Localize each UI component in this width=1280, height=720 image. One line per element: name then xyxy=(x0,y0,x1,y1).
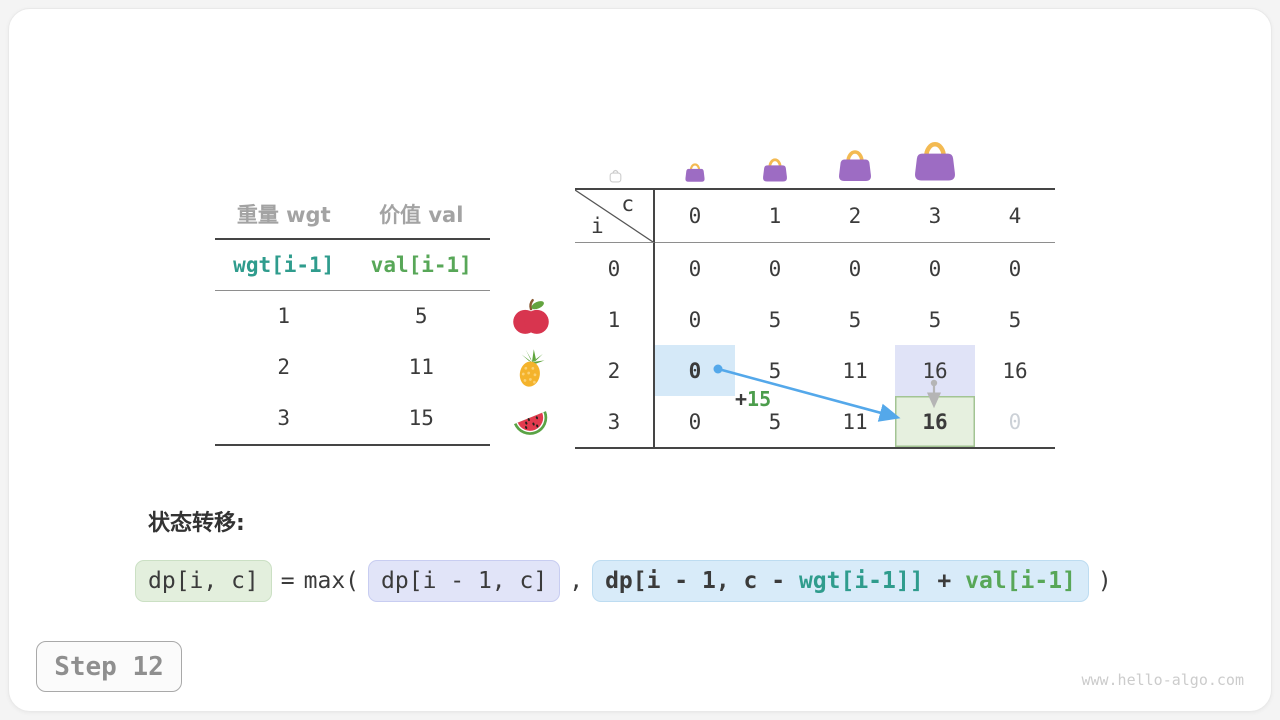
take-term-val-part: val[i-1] xyxy=(965,568,1076,594)
dp-corner-cell: c i xyxy=(575,190,655,243)
dp-cell: 5 xyxy=(768,307,782,332)
bag-icon xyxy=(760,153,790,183)
dp-cell: 0 xyxy=(688,256,702,281)
bag-icon xyxy=(683,159,707,183)
dp-column-header: 1 xyxy=(735,190,815,243)
dp-cell: 0 xyxy=(928,256,942,281)
capacity-icon-slot xyxy=(575,125,655,183)
weights-table-row: 3 15 xyxy=(215,393,490,444)
dp-table: c i 0 1 2 3 4 0 0 0 0 0 0 1 0 5 5 5 5 2 0 5 11 16 16 3 0 5 11 16 0 xyxy=(575,188,1055,449)
item-weight-value: 3 xyxy=(277,406,291,430)
step-badge: Step 12 xyxy=(36,641,182,692)
dp-cell: 11 xyxy=(842,409,868,434)
dp-skip-item-term: dp[i - 1, c] xyxy=(368,560,561,602)
capacity-icons-row xyxy=(575,125,1055,183)
diagonal-divider xyxy=(575,190,653,242)
table-rule xyxy=(215,238,490,240)
state-transition-formula: dp[i, c] = max( dp[i - 1, c] , dp[i - 1,… xyxy=(135,560,1112,602)
dp-column-header: 4 xyxy=(975,190,1055,243)
dp-cell: 5 xyxy=(928,307,942,332)
item-weight-value: 1 xyxy=(277,304,291,328)
dp-column-header: 2 xyxy=(815,190,895,243)
weights-table-header: 重量 wgt 价值 val xyxy=(215,196,490,238)
watermelon-icon xyxy=(511,402,551,442)
dp-take-item-term: dp[i - 1, c - wgt[i-1]] + val[i-1] xyxy=(592,560,1089,602)
state-transition-label: 状态转移: xyxy=(148,511,245,536)
weight-column-header: 重量 wgt xyxy=(236,203,331,227)
dp-cell: 0 xyxy=(1008,409,1022,434)
take-term-wgt-part: wgt[i-1]] xyxy=(798,568,924,594)
weights-values-table: 重量 wgt 价值 val wgt[i-1] val[i-1] 1 5 2 11 3 15 xyxy=(215,196,490,446)
dp-cell: 0 xyxy=(848,256,862,281)
dp-cell: 0 xyxy=(1008,256,1022,281)
pineapple-icon xyxy=(511,349,551,389)
max-open: max( xyxy=(303,568,360,594)
bag-icon xyxy=(835,143,875,183)
dp-row-header: 2 xyxy=(575,345,655,396)
dp-current-term: dp[i, c] xyxy=(135,560,272,602)
dp-cell: 5 xyxy=(1008,307,1022,332)
added-value-annotation: +15 xyxy=(735,387,771,411)
bag-icon xyxy=(910,133,960,183)
table-rule xyxy=(215,444,490,446)
capacity-icon-slot xyxy=(735,125,815,183)
dp-cell: 0 xyxy=(688,307,702,332)
capacity-icon-slot xyxy=(655,125,735,183)
dp-column-header: 3 xyxy=(895,190,975,243)
take-term-dp-part: dp[i - 1, c - xyxy=(605,568,799,594)
capacity-icon-slot xyxy=(815,125,895,183)
dp-cell: 11 xyxy=(842,358,868,383)
weights-table-body: 1 5 2 11 3 15 xyxy=(215,291,490,444)
dp-cell: 5 xyxy=(848,307,862,332)
dp-row-header: 1 xyxy=(575,294,655,345)
equals-sign: = xyxy=(280,568,295,594)
dp-column-header: 0 xyxy=(655,190,735,243)
weight-code-label: wgt[i-1] xyxy=(233,253,335,277)
item-weight-value: 2 xyxy=(277,355,291,379)
item-value-value: 15 xyxy=(408,406,434,430)
dp-cell: 0 xyxy=(655,345,735,396)
weights-table-row: 2 11 xyxy=(215,342,490,393)
dp-cell: 16 xyxy=(895,345,975,396)
site-watermark: www.hello-algo.com xyxy=(1081,671,1244,689)
apple-icon xyxy=(511,298,551,338)
capacity-icon-slot xyxy=(895,125,975,183)
capacity-axis-label: c xyxy=(621,192,634,216)
dp-cell: 0 xyxy=(768,256,782,281)
value-column-header: 价值 val xyxy=(379,203,464,227)
table-rule xyxy=(215,290,490,291)
item-axis-label: i xyxy=(591,214,604,238)
weights-table-code-row: wgt[i-1] val[i-1] xyxy=(215,240,490,290)
dp-cell: 0 xyxy=(688,409,702,434)
empty-bag-icon xyxy=(607,166,624,183)
plus-sign: + xyxy=(735,387,748,411)
value-code-label: val[i-1] xyxy=(370,253,472,277)
comma: , xyxy=(569,568,584,594)
dp-cell: 16 xyxy=(1002,358,1028,383)
dp-cell: 16 xyxy=(895,396,975,447)
item-value-value: 5 xyxy=(414,304,428,328)
close-paren: ) xyxy=(1097,568,1112,594)
dp-row-header: 3 xyxy=(575,396,655,447)
item-value-value: 11 xyxy=(408,355,434,379)
dp-row-header: 0 xyxy=(575,243,655,294)
take-term-plus: + xyxy=(923,568,966,594)
added-value: 15 xyxy=(747,387,772,411)
